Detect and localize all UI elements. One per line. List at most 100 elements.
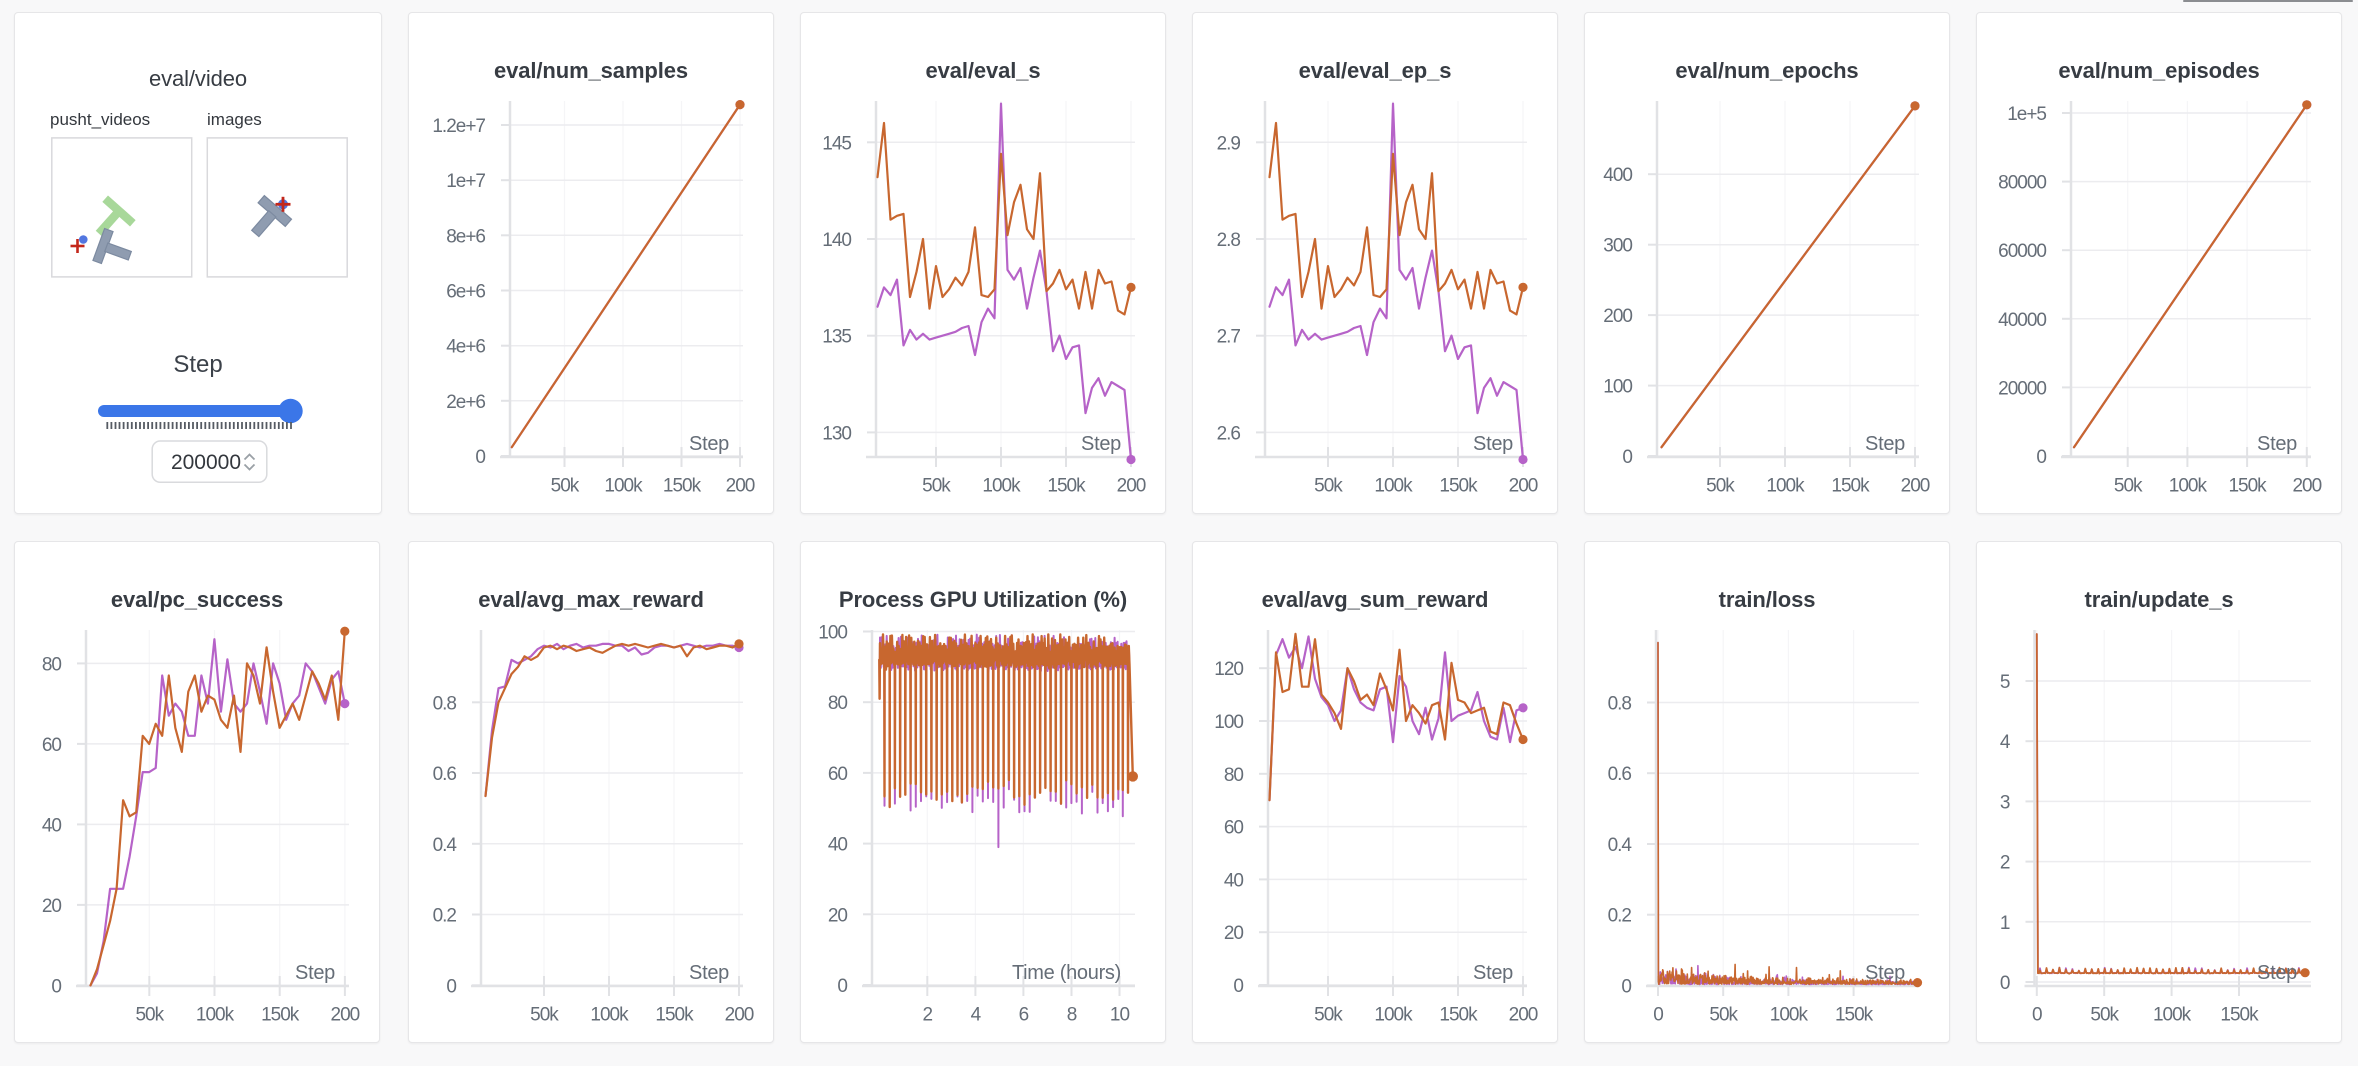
svg-text:3: 3 [2000,792,2010,813]
svg-text:4: 4 [971,1005,982,1026]
svg-text:Step: Step [689,433,729,455]
svg-text:80: 80 [1224,765,1244,786]
svg-text:200000: 200000 [171,451,241,474]
svg-text:50k: 50k [1709,1005,1738,1026]
svg-text:200: 200 [1509,476,1538,497]
svg-text:80: 80 [828,693,848,714]
svg-text:2e+6: 2e+6 [446,392,485,413]
svg-text:60000: 60000 [1998,241,2046,262]
svg-text:Step: Step [1865,433,1905,455]
svg-text:1e+7: 1e+7 [446,171,485,192]
svg-text:2.9: 2.9 [1217,133,1241,154]
svg-text:60: 60 [828,764,848,785]
svg-text:Step: Step [689,962,729,984]
svg-text:2.6: 2.6 [1217,423,1241,444]
svg-text:150k: 150k [655,1005,694,1026]
svg-text:8: 8 [1067,1005,1077,1026]
svg-text:80: 80 [42,654,62,675]
svg-text:40: 40 [828,835,848,856]
svg-text:200: 200 [1603,306,1632,327]
svg-text:0: 0 [1621,976,1631,997]
svg-text:100k: 100k [2169,476,2208,497]
svg-text:20: 20 [42,896,62,917]
svg-text:4e+6: 4e+6 [446,337,485,358]
svg-text:1e+5: 1e+5 [2007,104,2046,125]
svg-text:200: 200 [1901,476,1930,497]
svg-text:0: 0 [2000,973,2010,994]
svg-text:Step: Step [2257,962,2297,984]
svg-text:2.8: 2.8 [1217,230,1241,251]
svg-text:0: 0 [1653,1005,1663,1026]
svg-text:0: 0 [1622,447,1632,468]
svg-text:0.6: 0.6 [1608,764,1632,785]
svg-text:40: 40 [42,815,62,836]
svg-text:50k: 50k [1314,1005,1343,1026]
svg-text:100: 100 [818,623,847,644]
svg-text:10: 10 [1110,1005,1130,1026]
svg-text:50k: 50k [1706,476,1735,497]
svg-text:0: 0 [446,976,456,997]
svg-text:0.2: 0.2 [433,906,457,927]
svg-text:150k: 150k [1439,1005,1478,1026]
svg-text:100: 100 [1603,377,1632,398]
svg-text:135: 135 [822,327,851,348]
svg-text:200: 200 [726,476,755,497]
svg-text:150k: 150k [2228,476,2267,497]
svg-text:50k: 50k [530,1005,559,1026]
svg-text:0.8: 0.8 [433,693,457,714]
svg-text:50k: 50k [2114,476,2143,497]
svg-text:0: 0 [2032,1005,2042,1026]
svg-text:300: 300 [1603,236,1632,257]
svg-text:50k: 50k [922,476,951,497]
svg-text:100k: 100k [1374,476,1413,497]
svg-text:0: 0 [51,976,61,997]
svg-text:6: 6 [1019,1005,1029,1026]
svg-text:150k: 150k [663,476,702,497]
svg-text:8e+6: 8e+6 [446,226,485,247]
svg-text:40000: 40000 [1998,310,2046,331]
svg-text:Time (hours): Time (hours) [1012,962,1121,984]
svg-text:50k: 50k [551,476,580,497]
svg-text:100k: 100k [982,476,1021,497]
svg-text:20: 20 [828,905,848,926]
svg-text:100: 100 [1214,712,1243,733]
svg-text:120: 120 [1214,659,1243,680]
svg-text:100k: 100k [604,476,643,497]
svg-text:0: 0 [837,976,847,997]
svg-text:150k: 150k [1831,476,1870,497]
svg-text:200: 200 [331,1005,360,1026]
svg-text:1.2e+7: 1.2e+7 [432,116,485,137]
svg-text:60: 60 [42,735,62,756]
svg-text:80000: 80000 [1998,173,2046,194]
svg-text:400: 400 [1603,165,1632,186]
svg-text:150k: 150k [1835,1005,1874,1026]
svg-text:50k: 50k [1314,476,1343,497]
svg-text:200: 200 [1117,476,1146,497]
svg-text:0.8: 0.8 [1608,694,1632,715]
svg-text:100k: 100k [1770,1005,1809,1026]
svg-text:6e+6: 6e+6 [446,282,485,303]
svg-text:Step: Step [1081,433,1121,455]
svg-text:100k: 100k [2153,1005,2192,1026]
svg-text:140: 140 [822,230,851,251]
svg-text:1: 1 [2000,913,2010,934]
svg-text:Step: Step [1473,433,1513,455]
svg-text:0: 0 [2036,447,2046,468]
svg-text:150k: 150k [2220,1005,2259,1026]
svg-text:Step: Step [1473,962,1513,984]
svg-text:0.4: 0.4 [433,835,458,856]
svg-text:20000: 20000 [1998,378,2046,399]
svg-text:200: 200 [1509,1005,1538,1026]
svg-text:200: 200 [2292,476,2321,497]
svg-text:Step: Step [295,962,335,984]
svg-text:60: 60 [1224,818,1244,839]
svg-text:2: 2 [2000,853,2010,874]
svg-text:0.2: 0.2 [1608,906,1632,927]
svg-text:0.4: 0.4 [1608,835,1633,856]
svg-text:40: 40 [1224,870,1244,891]
svg-text:4: 4 [2000,732,2011,753]
svg-text:2: 2 [923,1005,933,1026]
svg-text:150k: 150k [1047,476,1086,497]
svg-text:0: 0 [475,447,485,468]
svg-text:50k: 50k [135,1005,164,1026]
